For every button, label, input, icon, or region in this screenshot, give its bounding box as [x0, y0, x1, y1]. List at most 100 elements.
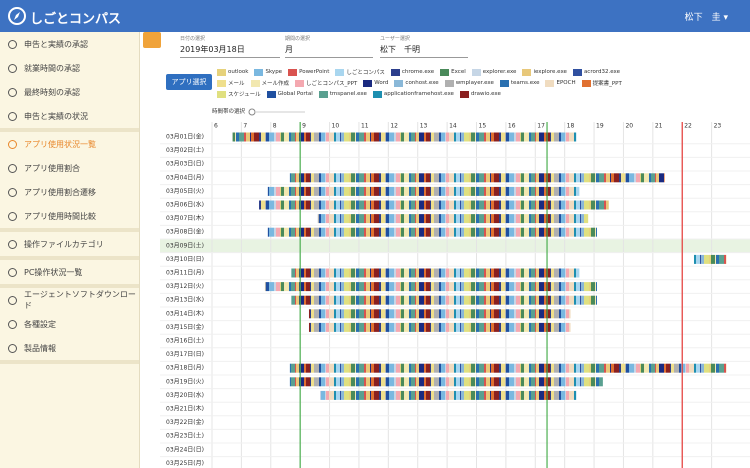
menu-label: 操作ファイルカテゴリ [24, 239, 104, 249]
row-label: 03月19日(火) [166, 378, 204, 385]
legend-label: メール作成 [261, 81, 290, 87]
legend-item[interactable]: chrome.exe [390, 68, 435, 76]
menu-item[interactable]: 申告と実績の状況 [0, 104, 139, 128]
time-slider[interactable]: 時間帯の選択 [212, 107, 307, 116]
row-label: 03月09日(土) [166, 241, 204, 249]
sidebar: 申告と実績の承認 就業時間の承認最終時刻の承認 申告と実績の状況アプリ使用状況一覧ア… [0, 32, 140, 468]
legend-label: iexplore.exe [533, 69, 567, 75]
menu-icon [8, 319, 17, 329]
row-label: 03月02日(土) [166, 146, 204, 154]
legend-swatch [295, 79, 305, 87]
filter[interactable]: 日付の選択 2019年03月18日 [180, 35, 280, 58]
legend-swatch [459, 90, 469, 98]
legend-item[interactable]: drawio.exe [459, 90, 501, 98]
legend-item[interactable]: wmplayer.exe [444, 79, 494, 87]
menu-icon [8, 139, 17, 149]
legend-item[interactable]: Word [363, 79, 388, 87]
legend-swatch [318, 90, 328, 98]
menu-label: 就業時間の承認 [24, 63, 80, 73]
legend-item[interactable]: しごとコンパス_PPT [295, 79, 357, 87]
usage-bar [291, 268, 580, 278]
row-label: 03月25日(月) [166, 460, 204, 467]
menu-label: 申告と実績の承認 [24, 39, 88, 49]
legend: outlook Skype PowerPoint しごとコンパス chrome.exe E… [217, 68, 657, 98]
menu-item[interactable]: 最終時刻の承認 [0, 80, 139, 104]
menu-icon [8, 211, 17, 221]
legend-label: しごとコンパス [346, 70, 385, 76]
legend-item[interactable]: acrord32.exe [572, 68, 620, 76]
app-select-button[interactable]: アプリ選択 [166, 74, 212, 90]
row-label: 03月18日(月) [166, 365, 204, 372]
slider-track [248, 108, 305, 115]
menu-icon [8, 239, 17, 249]
legend-label: conhost.exe [405, 80, 439, 86]
menu-label: アプリ使用状況一覧 [24, 139, 96, 149]
menu-item[interactable]: PC操作状況一覧 [0, 260, 139, 284]
legend-label: Global Portal [277, 91, 313, 97]
menu-icon [8, 63, 17, 73]
legend-label: wmplayer.exe [455, 80, 494, 86]
legend-item[interactable]: 提案書_PPT [581, 79, 622, 87]
legend-item[interactable]: iexplore.exe [522, 68, 567, 76]
row-highlight [160, 239, 750, 253]
legend-item[interactable]: しごとコンパス [335, 68, 385, 76]
legend-item[interactable]: メール [217, 79, 245, 87]
menu-item[interactable]: アプリ使用割合 [0, 156, 139, 180]
menu-item[interactable]: 各種設定 [0, 312, 139, 336]
legend-item[interactable]: conhost.exe [394, 79, 439, 87]
menu-label: 製品情報 [24, 343, 56, 353]
menu-item[interactable]: 申告と実績の承認 [0, 32, 139, 56]
legend-item[interactable]: outlook [217, 68, 248, 76]
user-menu[interactable]: 松下 圭 ▾ [684, 13, 728, 23]
hour-label: 14 [449, 123, 457, 130]
row-label: 03月22日(金) [166, 418, 204, 426]
slider-label: 時間帯の選択 [212, 109, 246, 115]
row-label: 03月11日(月) [166, 270, 204, 277]
menu-item[interactable]: アプリ使用割合遷移 [0, 180, 139, 204]
app-title: しごとコンパス [30, 12, 122, 27]
legend-item[interactable]: メール作成 [250, 79, 290, 87]
hour-label: 11 [361, 123, 369, 130]
legend-item[interactable]: tmspanel.exe [318, 90, 367, 98]
legend-label: EPOCH [556, 80, 576, 86]
row-label: 03月17日(日) [166, 351, 204, 358]
legend-swatch [499, 79, 509, 87]
legend-item[interactable]: teams.exe [499, 79, 539, 87]
menu-item[interactable]: 操作ファイルカテゴリ [0, 232, 139, 256]
legend-item[interactable]: Skype [254, 68, 282, 76]
menu-group: 操作ファイルカテゴリ [0, 232, 139, 260]
menu-icon [8, 163, 17, 173]
user-name: 松下 圭 [684, 13, 721, 23]
menu-button[interactable] [143, 32, 161, 48]
legend-swatch [217, 79, 226, 87]
usage-bar [289, 377, 603, 387]
legend-swatch [217, 68, 226, 76]
hour-label: 19 [596, 123, 604, 130]
filter[interactable]: ユーザー選択 松下 千明 [380, 35, 468, 58]
legend-swatch [363, 79, 373, 87]
legend-item[interactable]: PowerPoint [288, 68, 329, 76]
menu-item[interactable]: 就業時間の承認 [0, 56, 139, 80]
filter-label: 日付の選択 [180, 36, 206, 42]
legend-item[interactable]: EPOCH [545, 79, 576, 87]
legend-label: applicationframehost.exe [383, 91, 454, 97]
usage-bar [291, 295, 597, 305]
filter-value: 松下 千明 [380, 42, 468, 58]
menu-item[interactable]: アプリ使用時間比較 [0, 204, 139, 228]
legend-label: tmspanel.exe [329, 91, 367, 97]
menu-item[interactable]: 製品情報 [0, 336, 139, 360]
legend-item[interactable]: スケジュール [217, 90, 261, 98]
filter[interactable]: 期間の選択月 [285, 35, 373, 58]
row-label: 03月16日(土) [166, 337, 204, 345]
legend-item[interactable]: explorer.exe [471, 68, 516, 76]
row-label: 03月08日(金) [166, 228, 204, 236]
row-label: 03月01日(金) [166, 133, 204, 141]
legend-item[interactable]: Global Portal [266, 90, 313, 98]
legend-label: chrome.exe [401, 69, 435, 75]
menu-group: PC操作状況一覧 [0, 260, 139, 288]
menu-item[interactable]: エージェントソフトダウンロード [0, 288, 139, 312]
legend-item[interactable]: Excel [440, 68, 466, 76]
legend-item[interactable]: applicationframehost.exe [372, 90, 454, 98]
filter-label: 期間の選択 [285, 36, 311, 42]
menu-item[interactable]: アプリ使用状況一覧 [0, 132, 139, 156]
